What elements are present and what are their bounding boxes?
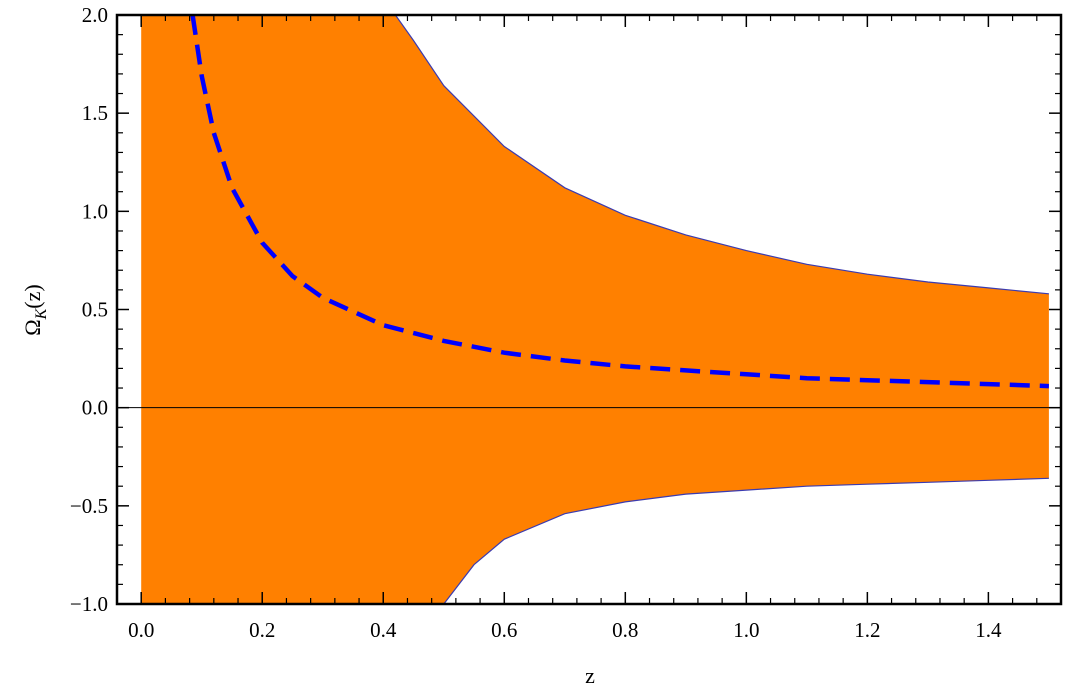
x-tick-label: 1.4 bbox=[975, 618, 1002, 642]
central-estimate-line bbox=[190, 15, 1049, 389]
x-tick-label: 1.2 bbox=[854, 618, 880, 642]
axis-ticks bbox=[116, 14, 1062, 605]
x-tick-label: 0.6 bbox=[491, 618, 517, 642]
y-axis-label-sub: K bbox=[33, 307, 50, 320]
x-tick-label: 1.0 bbox=[733, 618, 759, 642]
y-axis-label: ΩK(z) bbox=[20, 284, 50, 335]
x-tick-label: 0.0 bbox=[128, 618, 154, 642]
y-axis-label-main: Ω bbox=[20, 319, 45, 335]
y-tick-labels: −1.0 −0.5 0.0 0.5 1.0 1.5 2.0 bbox=[70, 3, 108, 616]
x-tick-labels: 0.0 0.2 0.4 0.6 0.8 1.0 1.2 1.4 bbox=[128, 618, 1002, 642]
x-tick-label: 0.2 bbox=[249, 618, 275, 642]
lower-bound-line bbox=[443, 477, 1049, 604]
x-tick-label: 0.8 bbox=[612, 618, 638, 642]
y-tick-label: −0.5 bbox=[70, 494, 108, 518]
plot-area bbox=[115, 13, 1063, 606]
y-tick-label: 1.0 bbox=[82, 199, 108, 223]
confidence-band bbox=[141, 15, 1049, 604]
x-tick-label: 0.4 bbox=[370, 618, 397, 642]
upper-bound-line bbox=[394, 15, 1049, 295]
y-tick-label: 1.5 bbox=[82, 101, 108, 125]
x-axis-label: z bbox=[585, 663, 595, 688]
y-tick-label: 0.5 bbox=[82, 298, 108, 322]
y-tick-label: 2.0 bbox=[82, 3, 108, 27]
y-tick-label: −1.0 bbox=[70, 592, 108, 616]
y-tick-label: 0.0 bbox=[82, 396, 108, 420]
y-axis-label-arg: (z) bbox=[20, 284, 45, 308]
